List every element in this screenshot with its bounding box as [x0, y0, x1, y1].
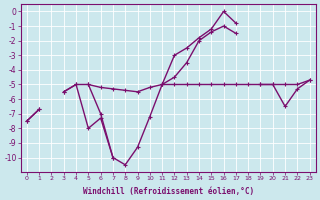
X-axis label: Windchill (Refroidissement éolien,°C): Windchill (Refroidissement éolien,°C) — [83, 187, 254, 196]
